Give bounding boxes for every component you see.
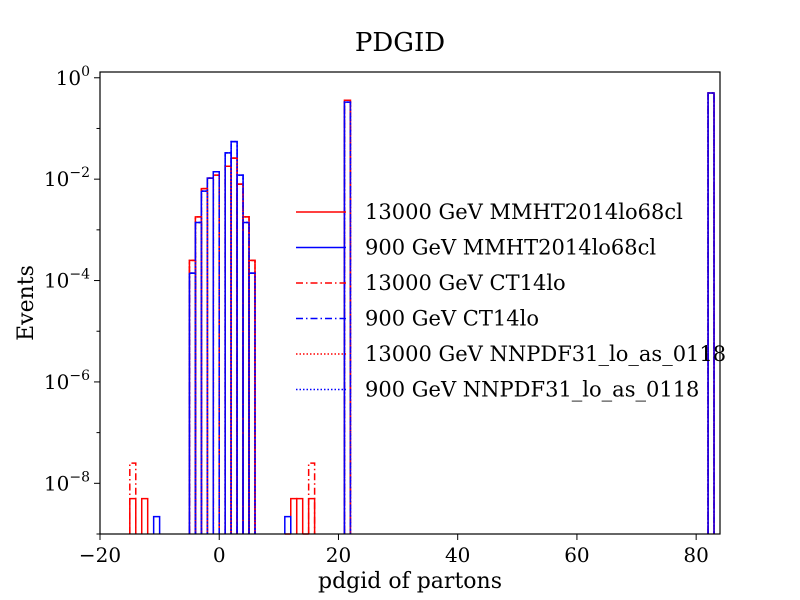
histogram-bar	[129, 462, 137, 534]
y-tick-label: 10−4	[44, 267, 90, 293]
histogram-bar	[343, 101, 352, 534]
histogram-bar	[206, 177, 215, 534]
histogram-bar	[212, 171, 220, 534]
histogram-bar	[236, 174, 244, 534]
histogram-bar	[707, 92, 715, 534]
y-tick-label: 10−8	[44, 469, 90, 495]
histogram-bar	[224, 165, 232, 534]
x-tick-label: −20	[79, 543, 121, 567]
histogram-bar	[230, 140, 238, 534]
legend-label: 900 GeV NNPDF31_lo_as_0118	[365, 378, 699, 402]
y-tick-label: 100	[56, 64, 90, 90]
plot-frame	[99, 71, 721, 535]
x-tick-label: 60	[564, 543, 589, 567]
histogram-bar	[224, 152, 232, 534]
histogram-bar	[295, 497, 304, 534]
y-axis-label: Events	[14, 265, 39, 341]
histogram-bar	[194, 221, 203, 534]
y-tick-label: 10−6	[44, 368, 90, 394]
histogram-bar	[230, 157, 238, 534]
series-5	[188, 92, 715, 534]
x-tick-label: 40	[445, 543, 470, 567]
histogram-bar	[224, 152, 232, 534]
histogram-bar	[248, 272, 256, 534]
legend-label: 900 GeV CT14lo	[365, 307, 539, 331]
y-tick-label: 10−2	[44, 165, 90, 191]
legend-label: 13000 GeV MMHT2014lo68cl	[365, 200, 683, 224]
histogram-bar	[307, 462, 316, 534]
legend-label: 900 GeV MMHT2014lo68cl	[365, 236, 656, 260]
chart-title: PDGID	[355, 28, 445, 58]
histogram-bar	[242, 221, 250, 534]
y-axis-ticks: 100 10−2 10−4 10−6 10−8	[44, 64, 100, 535]
histogram-bar	[343, 101, 352, 534]
histogram-bar	[284, 515, 292, 534]
histogram-series-group	[129, 92, 715, 535]
x-axis-ticks: −20 0 20 40 60 80	[79, 534, 709, 567]
legend-label: 13000 GeV CT14lo	[365, 271, 566, 295]
histogram-bar	[188, 272, 197, 534]
x-tick-label: 80	[683, 543, 708, 567]
histogram-bar	[152, 515, 161, 534]
x-tick-label: 0	[213, 543, 226, 567]
x-tick-label: 20	[326, 543, 351, 567]
histogram-bar	[140, 497, 149, 534]
legend: 13000 GeV MMHT2014lo68cl 900 GeV MMHT2014…	[296, 200, 726, 402]
legend-label: 13000 GeV NNPDF31_lo_as_0118	[365, 342, 726, 366]
x-axis-label: pdgid of partons	[318, 569, 502, 594]
